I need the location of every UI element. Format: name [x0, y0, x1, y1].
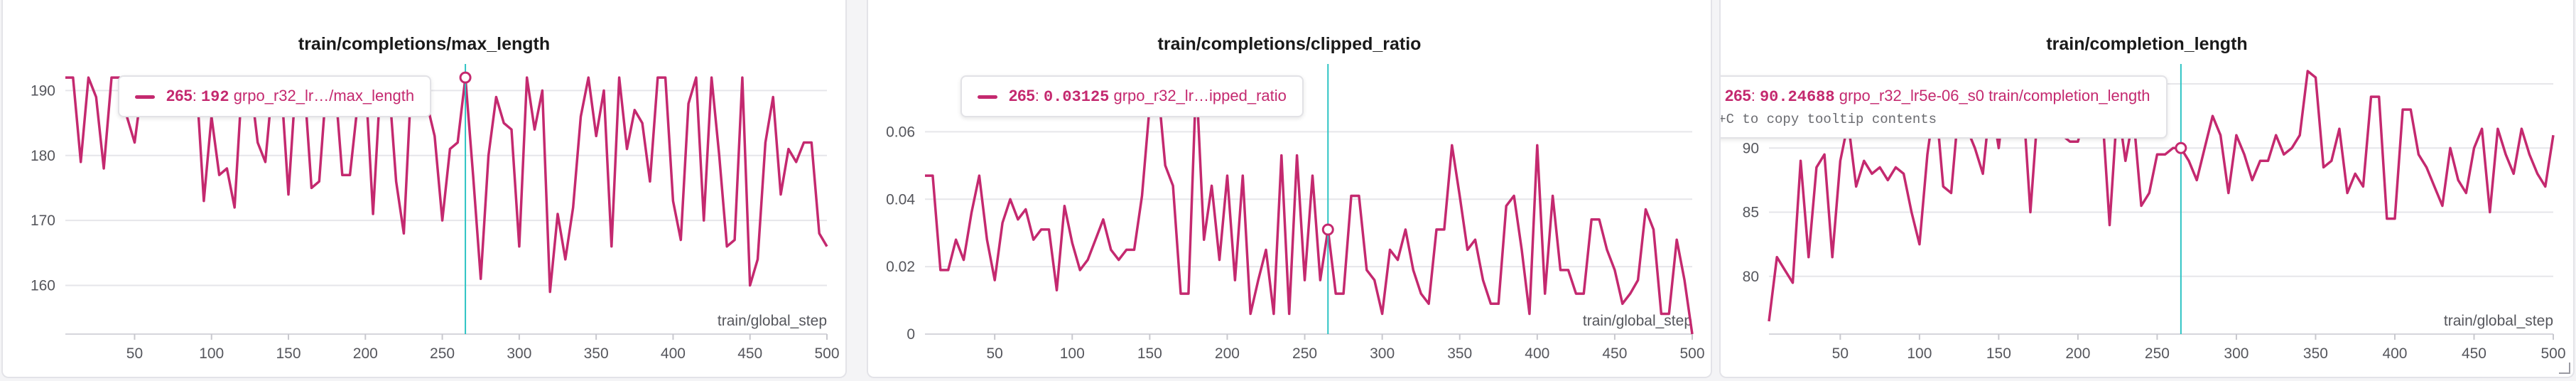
x-tick-label: 500 [814, 345, 839, 362]
tooltip-step: 265 [1725, 87, 1751, 104]
x-tick-label: 100 [1907, 345, 1932, 362]
y-tick-label: 80 [1743, 269, 1759, 285]
x-tick-label: 100 [199, 345, 224, 362]
chart-tooltip: 265: 90.24688 grpo_r32_lr5e-06_s0 train/… [1719, 75, 2168, 139]
x-tick-label: 100 [1060, 345, 1085, 362]
chart-tooltip: 265: 192 grpo_r32_lr…/max_length [118, 75, 432, 117]
x-tick-label: 300 [507, 345, 531, 362]
x-tick-label: 150 [1986, 345, 2011, 362]
x-tick-label: 200 [2065, 345, 2090, 362]
x-tick-label: 350 [2303, 345, 2328, 362]
tooltip-series-name: grpo_r32_lr…/max_length [233, 87, 415, 104]
series-line [925, 76, 1694, 335]
panel-title: train/completion_length [2046, 34, 2248, 54]
x-tick-label: 400 [661, 345, 686, 362]
line-chart[interactable]: 0 0.02 0.04 0.06 50 100 150 200 250 300 350 400 450 5… [868, 0, 1712, 378]
y-tick-label: 0 [907, 326, 915, 343]
x-tick-label: 450 [1602, 345, 1627, 362]
x-tick-label: 450 [737, 345, 762, 362]
x-tick-label: 200 [1215, 345, 1240, 362]
x-tick-label: 500 [2540, 345, 2565, 362]
x-tick-label: 450 [2462, 345, 2486, 362]
y-tick-label: 0.02 [886, 259, 915, 275]
x-tick-label: 350 [584, 345, 609, 362]
chart-panel-max-length: train/completions/max_length 160 170 180 19… [1, 0, 847, 378]
x-tick-label: 400 [1525, 345, 1549, 362]
x-tick-label: 300 [2224, 345, 2248, 362]
x-tick-label: 250 [1292, 345, 1317, 362]
y-tick-label: 0.06 [886, 124, 915, 140]
y-tick-label: 85 [1743, 205, 1759, 221]
tooltip-value: 192 [200, 88, 229, 106]
x-tick-label: 250 [430, 345, 455, 362]
chart-panel-completion-length: train/completion_length 8085909550100150… [1719, 0, 2575, 378]
x-tick-label: 50 [987, 345, 1003, 362]
x-tick-label: 500 [1679, 345, 1704, 362]
panel-title: train/completions/max_length [298, 34, 551, 54]
chart-panel-clipped-ratio: train/completions/clipped_ratio 0 0.02 0.0… [867, 0, 1712, 378]
hover-point-marker [2175, 141, 2187, 154]
x-axis-label: train/global_step [2444, 313, 2553, 329]
y-tick-label: 0.04 [886, 191, 915, 208]
resize-handle-icon[interactable] [2559, 363, 2570, 374]
y-tick-label: 180 [31, 148, 55, 164]
x-axis-label: train/global_step [1583, 313, 1692, 329]
hover-point-marker [1321, 223, 1334, 236]
series-line [1768, 70, 2555, 322]
tooltip-step: 265 [1009, 87, 1035, 104]
tooltip-copy-hint: CMD+C to copy tooltip contents [1719, 112, 1937, 127]
x-tick-label: 50 [1832, 345, 1849, 362]
x-tick-label: 150 [276, 345, 301, 362]
y-tick-label: 190 [31, 82, 55, 99]
series-swatch-icon [978, 95, 997, 99]
x-tick-label: 350 [1447, 345, 1472, 362]
y-tick-label: 170 [31, 213, 55, 229]
tooltip-series-name: grpo_r32_lr…ipped_ratio [1113, 87, 1287, 104]
tooltip-series-name: grpo_r32_lr5e-06_s0 train/completion_len… [1839, 87, 2150, 104]
x-axis-label: train/global_step [718, 313, 827, 329]
line-chart[interactable]: 160 170 180 190 50 100 150 200 250 300 350 400 450 50… [3, 0, 847, 378]
tooltip-step: 265 [166, 87, 193, 104]
x-tick-label: 300 [1370, 345, 1395, 362]
series-swatch-icon [135, 95, 155, 99]
line-chart[interactable]: 8085909550100150200250300350400450500tra… [1721, 0, 2575, 378]
x-tick-label: 150 [1137, 345, 1162, 362]
y-tick-label: 90 [1743, 140, 1759, 156]
x-tick-label: 400 [2382, 345, 2407, 362]
panel-title: train/completions/clipped_ratio [1157, 34, 1422, 54]
y-tick-label: 160 [31, 277, 55, 294]
x-tick-label: 200 [353, 345, 378, 362]
tooltip-value: 0.03125 [1043, 88, 1110, 106]
tooltip-value: 90.24688 [1759, 88, 1835, 106]
x-tick-label: 50 [126, 345, 143, 362]
chart-tooltip: 265: 0.03125 grpo_r32_lr…ipped_ratio [960, 75, 1304, 117]
hover-point-marker [459, 71, 472, 84]
x-tick-label: 250 [2145, 345, 2170, 362]
